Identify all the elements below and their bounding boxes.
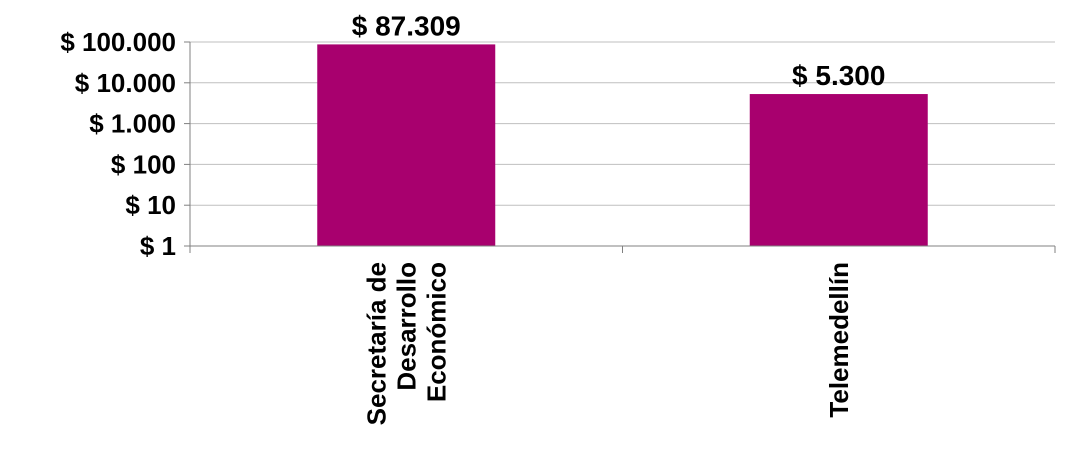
category-label: Telemedellín <box>824 262 854 418</box>
data-label: $ 87.309 <box>352 10 461 41</box>
category-label: Secretaría de Desarrollo Económico <box>361 262 451 425</box>
y-tick-label: $ 1 <box>140 231 176 261</box>
bars <box>317 44 928 247</box>
y-tick-label: $ 1.000 <box>89 109 176 139</box>
y-tick-label: $ 100.000 <box>60 27 176 57</box>
y-tick-label: $ 10.000 <box>75 68 176 98</box>
category-labels: Secretaría de Desarrollo Económico Telemede… <box>361 262 854 425</box>
axes <box>184 41 1056 253</box>
category-label-line: Telemedellín <box>824 262 854 418</box>
data-labels: $ 87.309 $ 5.300 <box>352 10 886 91</box>
data-label: $ 5.300 <box>792 60 885 91</box>
y-tick-labels: $ 1 $ 10 $ 100 $ 1.000 $ 10.000 $ 100.000 <box>60 27 176 261</box>
category-label-line: Secretaría de <box>361 262 391 425</box>
category-label-line: Económico <box>421 262 451 402</box>
category-label-line: Desarrollo <box>391 262 421 391</box>
bar <box>317 44 496 247</box>
y-tick-label: $ 10 <box>125 190 176 220</box>
bar <box>749 94 928 246</box>
y-tick-label: $ 100 <box>111 149 176 179</box>
